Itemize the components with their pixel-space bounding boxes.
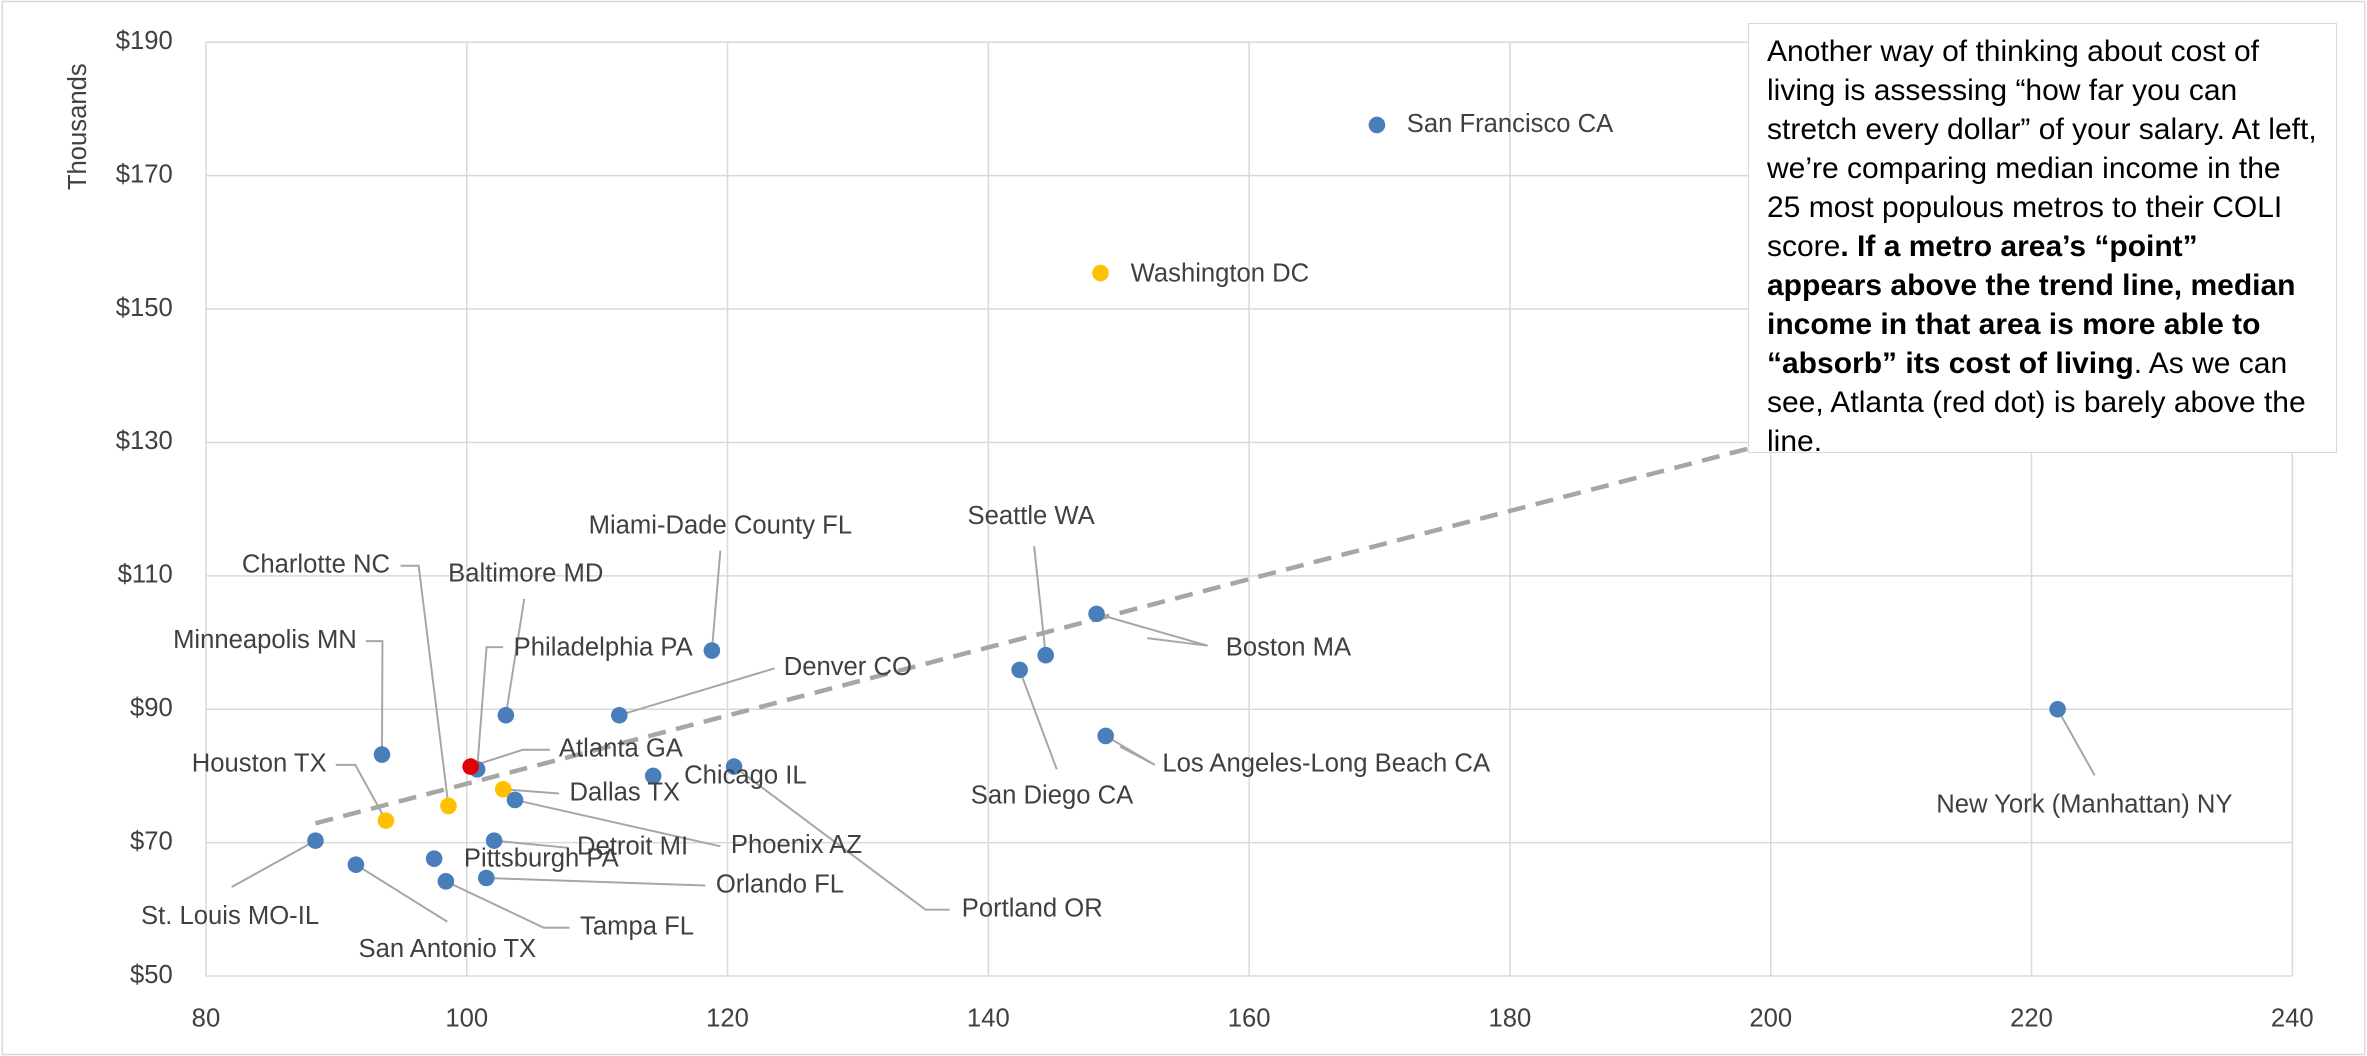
y-tick-label: $150 bbox=[116, 294, 173, 322]
data-label: Miami-Dade County FL bbox=[589, 511, 852, 539]
data-label: Houston TX bbox=[192, 750, 327, 778]
data-label: Dallas TX bbox=[570, 778, 681, 806]
data-label: San Diego CA bbox=[971, 781, 1134, 809]
x-tick-label: 120 bbox=[706, 1005, 749, 1033]
data-label: Washington DC bbox=[1131, 259, 1310, 287]
point bbox=[1368, 116, 1386, 134]
leader-line bbox=[470, 748, 550, 768]
data-label: San Antonio TX bbox=[359, 935, 537, 963]
data-label: Pittsburgh PA bbox=[464, 845, 620, 873]
leader-line bbox=[619, 667, 775, 717]
point bbox=[373, 746, 391, 763]
x-tick-label: 140 bbox=[967, 1005, 1010, 1033]
point bbox=[1092, 264, 1109, 282]
leader-line bbox=[365, 640, 384, 755]
point bbox=[494, 780, 512, 798]
y-tick-label: $90 bbox=[130, 694, 173, 722]
data-label: Portland OR bbox=[962, 894, 1103, 922]
y-tick-label: $170 bbox=[116, 160, 173, 188]
y-tick-label: $190 bbox=[116, 27, 173, 55]
data-label: Seattle WA bbox=[968, 502, 1096, 530]
point bbox=[478, 869, 495, 887]
point bbox=[611, 706, 628, 724]
point bbox=[1088, 605, 1105, 623]
data-label: San Francisco CA bbox=[1407, 110, 1614, 138]
point bbox=[377, 812, 395, 829]
data-label: Chicago IL bbox=[684, 762, 807, 790]
leader-line bbox=[1096, 612, 1208, 647]
y-tick-label: $70 bbox=[130, 827, 173, 855]
leader-line bbox=[1105, 735, 1156, 766]
point bbox=[506, 791, 524, 809]
leader-line bbox=[494, 839, 569, 849]
annotation-text: . If a metro area’s “point” appears abov… bbox=[1767, 230, 2296, 380]
data-label: Charlotte NC bbox=[242, 550, 390, 578]
point bbox=[1037, 646, 1055, 664]
x-tick-label: 180 bbox=[1489, 1005, 1532, 1033]
point bbox=[437, 873, 455, 890]
data-label: Phoenix AZ bbox=[731, 831, 862, 859]
leader-line bbox=[514, 799, 721, 848]
annotation-text: Another way of thinking about cost of li… bbox=[1767, 35, 2317, 263]
annotation-text: . As we can see, Atlanta (red dot) is ba… bbox=[1767, 347, 2306, 458]
x-tick-label: 220 bbox=[2010, 1005, 2053, 1033]
data-label: Boston MA bbox=[1226, 633, 1352, 661]
point bbox=[347, 856, 365, 873]
leader-line bbox=[504, 598, 526, 716]
x-tick-label: 80 bbox=[192, 1005, 221, 1033]
leader-line bbox=[1018, 669, 1058, 770]
leader-line bbox=[231, 839, 316, 888]
point bbox=[1097, 727, 1114, 745]
annotation: Another way of thinking about cost of li… bbox=[1748, 23, 2337, 458]
point bbox=[497, 706, 515, 724]
leader-line bbox=[476, 646, 504, 770]
data-label: Atlanta GA bbox=[559, 735, 684, 763]
y-tick-label: $50 bbox=[130, 961, 173, 989]
data-label: New York (Manhattan) NY bbox=[1936, 790, 2232, 818]
data-label: Orlando FL bbox=[716, 870, 844, 898]
data-label: Denver CO bbox=[784, 653, 912, 681]
leader-line bbox=[733, 765, 950, 911]
x-tick-label: 100 bbox=[445, 1005, 488, 1033]
leader-line bbox=[1033, 545, 1047, 656]
point bbox=[703, 642, 721, 659]
leader-line bbox=[2056, 708, 2096, 776]
leader-line bbox=[335, 763, 387, 822]
leader-line bbox=[710, 550, 722, 651]
point bbox=[307, 832, 324, 849]
data-label: Minneapolis MN bbox=[173, 626, 357, 654]
y-tick-label: $130 bbox=[116, 427, 173, 455]
leader-line bbox=[503, 788, 560, 795]
data-label: Detroit MI bbox=[577, 833, 688, 861]
y-tick-label: $110 bbox=[118, 561, 173, 589]
x-tick-label: 240 bbox=[2271, 1005, 2314, 1033]
data-label: Tampa FL bbox=[580, 913, 694, 941]
leader-line bbox=[486, 877, 706, 887]
point bbox=[462, 758, 479, 775]
point bbox=[425, 850, 443, 867]
leader-line bbox=[445, 880, 570, 929]
leader-line bbox=[355, 863, 448, 923]
x-tick-label: 160 bbox=[1228, 1005, 1271, 1033]
data-label: Baltimore MD bbox=[448, 560, 603, 588]
point bbox=[1011, 661, 1028, 679]
point bbox=[725, 758, 743, 775]
data-label: Philadelphia PA bbox=[514, 633, 694, 661]
point bbox=[485, 832, 503, 849]
point bbox=[2049, 700, 2066, 718]
data-label: St. Louis MO-IL bbox=[141, 902, 319, 930]
leader-line bbox=[400, 564, 450, 807]
point bbox=[644, 767, 662, 785]
x-tick-label: 200 bbox=[1749, 1005, 1792, 1033]
point bbox=[440, 797, 457, 815]
y-axis-label: Thousands bbox=[64, 63, 92, 190]
data-label: Los Angeles-Long Beach CA bbox=[1162, 750, 1491, 778]
